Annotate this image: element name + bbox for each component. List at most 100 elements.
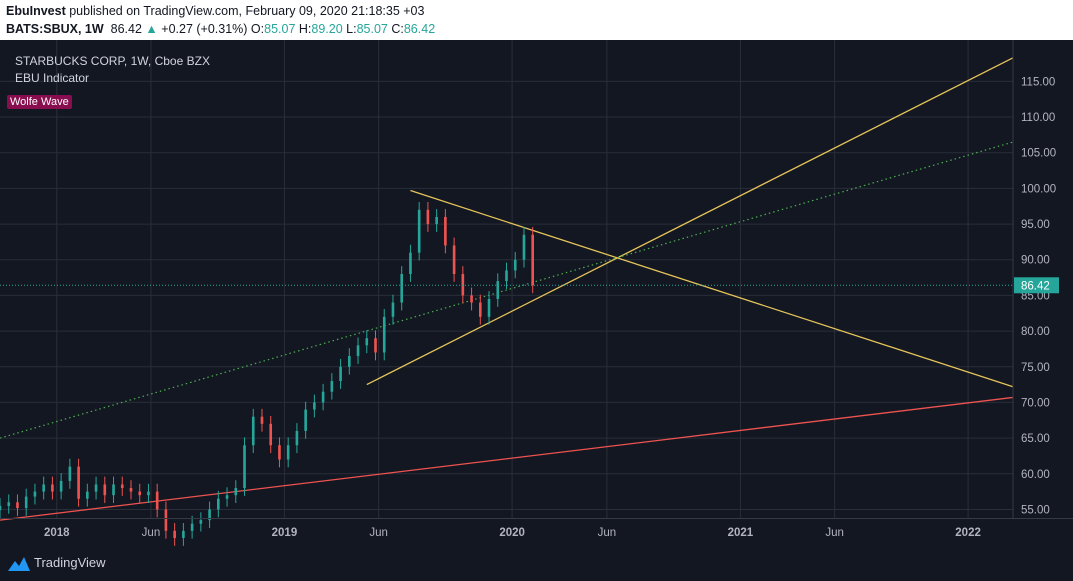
candle-body — [86, 491, 89, 499]
candle-body — [478, 302, 482, 317]
candle-body — [356, 345, 360, 357]
candle-body — [269, 423, 273, 446]
candle-body — [103, 484, 107, 496]
candle-body — [295, 430, 299, 446]
candle-body — [470, 295, 473, 303]
wolfe-wave-tag[interactable]: Wolfe Wave — [7, 95, 72, 109]
candle-body — [522, 234, 526, 260]
candle-body — [138, 491, 142, 496]
low-label: L: — [346, 22, 357, 36]
price-axis[interactable]: 55.00 60.00 65.00 70.00 75.00 80.00 85.00 90.00… — [1014, 76, 1059, 516]
candle-body — [461, 274, 465, 296]
candle-body — [391, 302, 395, 317]
tradingview-brand[interactable]: TradingView — [34, 555, 106, 570]
candle-body — [155, 491, 159, 510]
candle-body — [234, 488, 238, 496]
low-value: 85.07 — [356, 22, 388, 36]
candle-body — [382, 316, 386, 353]
change-arrow-icon: ▲ — [145, 22, 158, 36]
price-tick-label: 75.00 — [1021, 362, 1050, 374]
candle-body — [199, 520, 203, 524]
candle-body — [68, 466, 72, 481]
time-tick-label: 2020 — [499, 527, 525, 539]
trendline — [0, 396, 1014, 521]
candle-body — [24, 496, 28, 509]
price-tick-label: 65.00 — [1021, 433, 1050, 445]
candle-body — [182, 530, 185, 538]
candle-body — [260, 416, 264, 424]
candle-body — [505, 270, 508, 282]
candle-body — [173, 530, 176, 538]
candle-body — [487, 298, 491, 317]
candle-body — [365, 338, 369, 346]
time-axis[interactable]: 2018 Jun 2019 Jun 2020 Jun 2021 Jun 2022 — [44, 527, 981, 539]
candle-body — [33, 491, 37, 497]
time-tick-label: 2018 — [44, 527, 70, 539]
candle-body — [77, 466, 80, 499]
time-tick-label: Jun — [142, 527, 161, 539]
price-chart[interactable]: 55.00 60.00 65.00 70.00 75.00 80.00 85.00 90.00… — [0, 40, 1073, 549]
candle-body — [426, 209, 430, 225]
candle-body — [120, 484, 124, 489]
price-tick-label: 115.00 — [1021, 76, 1055, 88]
candle-body — [94, 484, 98, 492]
candle-body — [112, 484, 115, 496]
close-label: C: — [391, 22, 404, 36]
time-tick-label: Jun — [598, 527, 617, 539]
published-text: published on TradingView.com, February 0… — [65, 4, 425, 18]
footer-bar: TradingView — [0, 549, 1073, 581]
publish-info: EbuInvest published on TradingView.com, … — [6, 4, 424, 18]
candle-body — [42, 484, 45, 492]
candle-body — [59, 480, 63, 492]
close-value: 86.42 — [403, 22, 436, 36]
open-label: O: — [250, 22, 265, 36]
chart-area[interactable]: 55.00 60.00 65.00 70.00 75.00 80.00 85.00 90.00… — [0, 40, 1073, 549]
open-value: 85.07 — [264, 22, 296, 36]
current-price-label: 86.42 — [1021, 280, 1050, 292]
candle-body — [313, 402, 316, 410]
candle-body — [417, 209, 421, 253]
candle-body — [400, 274, 404, 303]
candle-body — [452, 245, 456, 275]
high-label: H: — [298, 22, 312, 36]
candle-body — [496, 281, 500, 299]
publish-header: EbuInvest published on TradingView.com, … — [0, 0, 1073, 40]
time-tick-label: Jun — [369, 527, 388, 539]
time-tick-label: 2019 — [272, 527, 298, 539]
candle-body — [243, 445, 246, 489]
time-tick-label: Jun — [825, 527, 844, 539]
candle-body — [513, 259, 517, 271]
candle-body — [208, 509, 211, 521]
candle-body — [278, 445, 281, 460]
time-tick-label: 2021 — [728, 527, 754, 539]
candle-body — [0, 505, 2, 511]
author-name[interactable]: EbuInvest — [6, 4, 66, 18]
price-tick-label: 90.00 — [1021, 255, 1050, 267]
price-tick-label: 85.00 — [1021, 290, 1050, 302]
dotted-trendline — [0, 141, 1014, 439]
candle-body — [435, 216, 438, 225]
candle-body — [190, 523, 194, 531]
trendline — [366, 57, 1014, 386]
symbol-ohlc: BATS:SBUX, 1W 86.42 ▲ +0.27 (+0.31%) O:8… — [6, 22, 435, 36]
trendline — [410, 189, 1014, 388]
high-value: 89.20 — [311, 22, 343, 36]
indicator-name[interactable]: EBU Indicator — [15, 71, 90, 85]
chart-title: STARBUCKS CORP, 1W, Cboe BZX — [15, 54, 210, 68]
candle-body — [225, 495, 229, 499]
candle-body — [129, 488, 133, 492]
candle-body — [531, 234, 535, 286]
candle-body — [339, 366, 342, 382]
candle-body — [16, 502, 19, 509]
candle-body — [51, 484, 54, 492]
price-tick-label: 105.00 — [1021, 148, 1056, 160]
candle-body — [147, 491, 150, 496]
candle-body — [348, 356, 351, 367]
candle-body — [217, 498, 220, 510]
time-tick-label: 2022 — [955, 527, 981, 539]
candle-body — [330, 381, 334, 392]
candle-body — [251, 416, 255, 446]
price-tick-label: 100.00 — [1021, 183, 1056, 195]
current-price-badge — [1014, 277, 1059, 294]
symbol-label: BATS:SBUX, 1W — [6, 22, 104, 36]
